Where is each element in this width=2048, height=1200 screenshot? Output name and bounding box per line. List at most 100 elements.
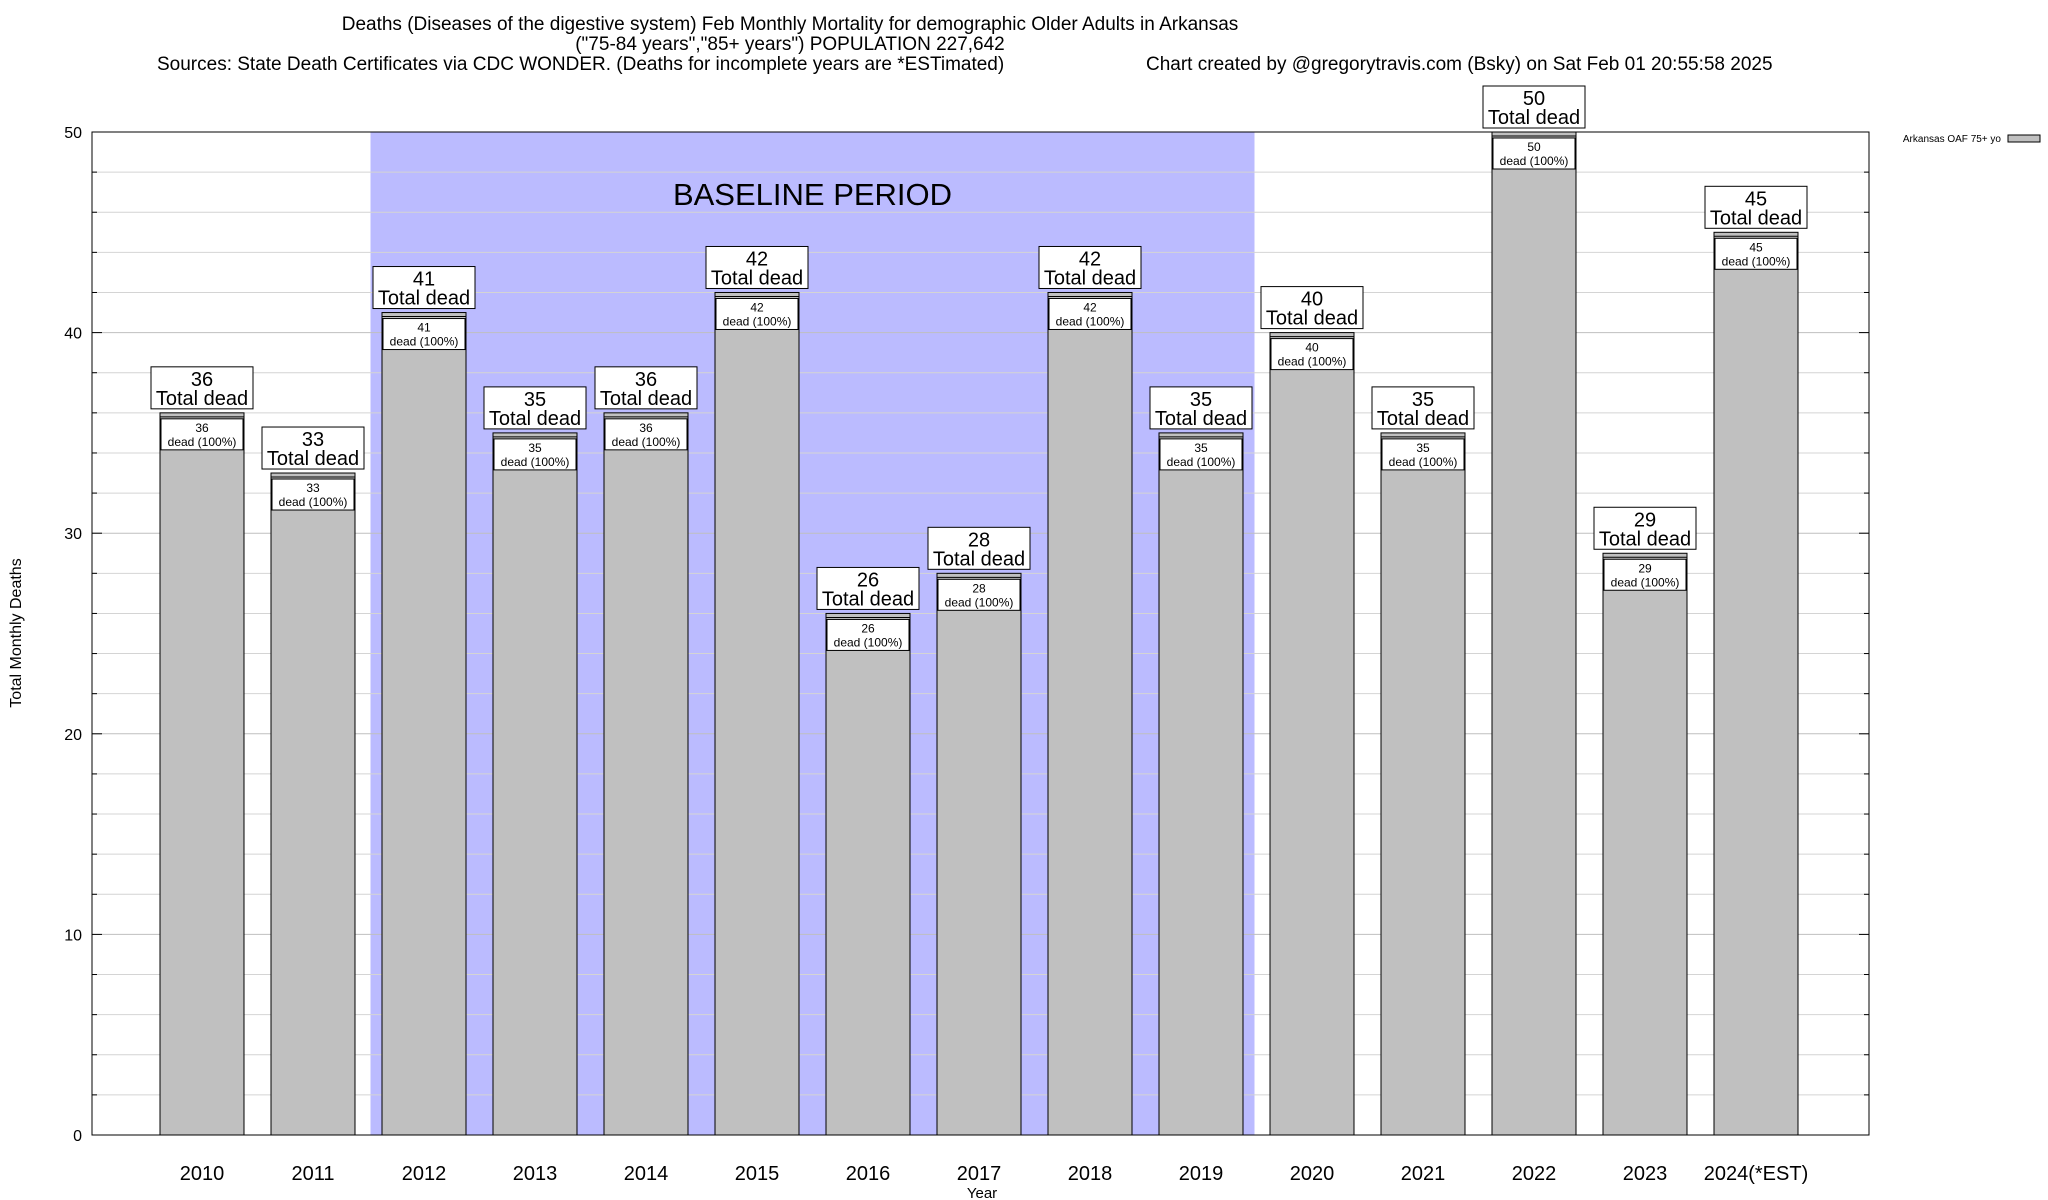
total-dead-label: Total dead xyxy=(1044,267,1136,289)
inner-label-box xyxy=(1381,438,1465,471)
inner-dead-label: dead (100%) xyxy=(834,635,903,649)
total-value-label: 42 xyxy=(1079,248,1101,270)
x-tick-label: 2016 xyxy=(846,1163,891,1185)
inner-value-label: 33 xyxy=(306,481,320,495)
inner-value-label: 41 xyxy=(417,321,431,335)
total-value-label: 28 xyxy=(968,529,990,551)
x-axis-label: Year xyxy=(967,1185,997,1200)
x-tick-label: 2020 xyxy=(1290,1163,1335,1185)
x-tick-label: 2019 xyxy=(1179,1163,1224,1185)
chart-credit: Chart created by @gregorytravis.com (Bsk… xyxy=(1146,54,1773,75)
inner-value-label: 28 xyxy=(972,581,986,595)
inner-label-box xyxy=(1714,237,1798,270)
chart-sources: Sources: State Death Certificates via CD… xyxy=(157,54,1005,75)
inner-value-label: 42 xyxy=(750,300,764,314)
total-dead-label: Total dead xyxy=(267,448,359,470)
total-label-box xyxy=(1371,386,1475,430)
bar-2011 xyxy=(270,472,356,1136)
inner-dead-label: dead (100%) xyxy=(1722,254,1791,268)
plot-frame xyxy=(91,131,1870,1136)
total-value-label: 35 xyxy=(1412,389,1434,411)
inner-dead-label: dead (100%) xyxy=(945,595,1014,609)
bar-2023 xyxy=(1602,552,1688,1136)
y-tick-label: 50 xyxy=(64,125,82,142)
total-label-box xyxy=(1149,386,1253,430)
bar-2020 xyxy=(1269,332,1355,1136)
total-label-box xyxy=(483,386,587,430)
inner-label-box xyxy=(1270,338,1354,371)
total-value-label: 40 xyxy=(1301,289,1323,311)
inner-value-label: 42 xyxy=(1083,300,1097,314)
inner-label-box xyxy=(826,618,910,651)
total-value-label: 41 xyxy=(413,269,435,291)
bar-2014 xyxy=(603,412,689,1136)
inner-value-label: 45 xyxy=(1749,240,1763,254)
inner-dead-label: dead (100%) xyxy=(1278,355,1347,369)
total-label-box xyxy=(927,526,1031,570)
total-value-label: 35 xyxy=(524,389,546,411)
inner-dead-label: dead (100%) xyxy=(612,435,681,449)
inner-label-box xyxy=(1603,558,1687,591)
total-value-label: 33 xyxy=(302,429,324,451)
total-dead-label: Total dead xyxy=(1488,107,1580,129)
inner-dead-label: dead (100%) xyxy=(501,455,570,469)
chart-title: Deaths (Diseases of the digestive system… xyxy=(341,14,1239,35)
total-value-label: 26 xyxy=(857,569,879,591)
y-tick-label: 20 xyxy=(64,727,82,744)
inner-value-label: 35 xyxy=(528,441,542,455)
total-dead-label: Total dead xyxy=(600,388,692,410)
total-dead-label: Total dead xyxy=(1710,207,1802,229)
inner-label-box xyxy=(160,418,244,451)
total-value-label: 50 xyxy=(1523,88,1545,110)
x-tick-label: 2023 xyxy=(1623,1163,1668,1185)
inner-label-box xyxy=(382,318,466,351)
chart-subtitle: ("75-84 years","85+ years") POPULATION 2… xyxy=(575,34,1005,55)
total-label-box xyxy=(594,366,698,410)
inner-dead-label: dead (100%) xyxy=(723,314,792,328)
x-tick-label: 2017 xyxy=(957,1163,1002,1185)
x-tick-label: 2021 xyxy=(1401,1163,1446,1185)
total-value-label: 45 xyxy=(1745,188,1767,210)
inner-dead-label: dead (100%) xyxy=(1167,455,1236,469)
inner-label-box xyxy=(493,438,577,471)
total-value-label: 42 xyxy=(746,248,768,270)
total-label-box xyxy=(372,266,476,310)
total-label-box xyxy=(705,245,809,289)
bar-2021 xyxy=(1380,432,1466,1136)
total-dead-label: Total dead xyxy=(156,388,248,410)
inner-value-label: 50 xyxy=(1527,140,1541,154)
inner-dead-label: dead (100%) xyxy=(1389,455,1458,469)
inner-dead-label: dead (100%) xyxy=(1500,154,1569,168)
total-label-box xyxy=(816,566,920,610)
y-axis-label: Total Monthly Deaths xyxy=(8,558,25,707)
x-tick-label: 2010 xyxy=(180,1163,225,1185)
total-dead-label: Total dead xyxy=(933,548,1025,570)
x-tick-label: 2015 xyxy=(735,1163,780,1185)
total-label-box xyxy=(1260,286,1364,330)
total-dead-label: Total dead xyxy=(1599,528,1691,550)
bar-2016 xyxy=(825,612,911,1136)
total-dead-label: Total dead xyxy=(378,288,470,310)
bar-2010 xyxy=(159,412,245,1136)
inner-dead-label: dead (100%) xyxy=(168,435,237,449)
inner-value-label: 35 xyxy=(1416,441,1430,455)
bar-2012 xyxy=(381,312,467,1136)
inner-value-label: 26 xyxy=(861,621,875,635)
total-value-label: 29 xyxy=(1634,509,1656,531)
inner-dead-label: dead (100%) xyxy=(390,335,459,349)
bar-2018 xyxy=(1047,291,1133,1136)
y-tick-label: 30 xyxy=(64,526,82,543)
inner-value-label: 29 xyxy=(1638,561,1652,575)
x-tick-label: 2024(*EST) xyxy=(1704,1163,1809,1185)
baseline-period-label: BASELINE PERIOD xyxy=(673,177,952,212)
total-label-box xyxy=(1704,185,1808,229)
total-label-box xyxy=(1482,85,1586,129)
x-tick-label: 2012 xyxy=(402,1163,447,1185)
inner-label-box xyxy=(715,297,799,330)
legend-swatch xyxy=(2007,134,2041,143)
inner-dead-label: dead (100%) xyxy=(279,495,348,509)
x-tick-label: 2011 xyxy=(291,1163,334,1185)
inner-label-box xyxy=(604,418,688,451)
inner-label-box xyxy=(1492,137,1576,170)
